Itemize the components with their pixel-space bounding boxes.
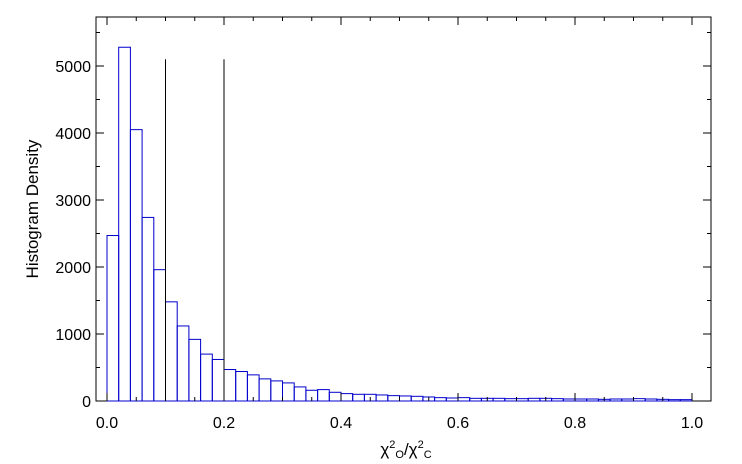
y-tick-label: 3000	[55, 193, 91, 210]
x-tick-label: 0.2	[213, 415, 235, 432]
histogram-bar	[340, 393, 354, 402]
histogram-bar	[328, 391, 342, 402]
histogram-bar	[375, 394, 389, 402]
histogram-bar	[399, 395, 412, 402]
x-tick-labels: 0.0 0.2 0.4 0.6 0.8 1.0	[96, 415, 703, 432]
x-tick-label: 0.8	[564, 415, 586, 432]
histogram-bar	[679, 399, 693, 402]
histogram-bar	[118, 46, 131, 402]
histogram-bar	[492, 397, 506, 402]
x-label-sup-1: 2	[389, 439, 395, 451]
histogram-bar	[200, 353, 213, 402]
y-tick-label: 1000	[55, 327, 91, 344]
plot-frame	[95, 16, 712, 402]
histogram-bar	[211, 358, 225, 402]
histogram-bar	[504, 398, 517, 402]
x-label-chi-1: χ	[380, 440, 389, 459]
histogram-bar	[574, 398, 588, 402]
bars	[106, 46, 693, 402]
histogram-bar	[516, 398, 529, 402]
y-tick-label: 0	[82, 394, 91, 411]
histogram-bar	[153, 269, 167, 402]
histogram-bar	[410, 395, 424, 402]
histogram-bar	[527, 397, 541, 402]
histogram-bar	[387, 395, 400, 402]
histogram-bar	[317, 389, 330, 402]
x-tick-label: 0.6	[447, 415, 469, 432]
histogram-bar	[165, 301, 178, 402]
histogram-bar	[609, 398, 623, 402]
histogram-bar	[551, 398, 564, 402]
histogram-bar	[352, 393, 365, 402]
histogram-bar	[445, 397, 459, 402]
histogram-bar	[668, 399, 681, 402]
x-label-sub-2: C	[424, 449, 432, 461]
histogram-bar	[270, 380, 283, 402]
histogram-bar	[293, 386, 307, 402]
histogram-bar	[633, 398, 646, 402]
histogram-bar	[434, 397, 447, 402]
histogram-bar	[235, 371, 248, 402]
y-tick-label: 2000	[55, 260, 91, 277]
histogram-bar	[469, 397, 482, 402]
x-tick-label: 0.4	[330, 415, 352, 432]
histogram-bar	[258, 378, 272, 402]
y-tick-labels: 0 1000 2000 3000 4000 5000	[55, 59, 91, 411]
reference-lines	[165, 59, 225, 401]
x-tick-label: 0.0	[96, 415, 118, 432]
histogram-bar	[223, 369, 237, 402]
histogram-bar	[562, 398, 576, 402]
y-axis-label: Histogram Density	[23, 139, 42, 278]
histogram-bar	[106, 235, 120, 402]
x-axis-label: χ2O/χ2C	[380, 439, 431, 461]
histogram-bar	[176, 325, 190, 402]
x-label-sub-1: O	[395, 449, 404, 461]
x-tick-label: 1.0	[681, 415, 703, 432]
axis-ticks	[96, 17, 711, 402]
histogram-bar	[282, 382, 295, 402]
histogram-bar	[457, 397, 471, 402]
histogram-bar	[644, 398, 658, 402]
histogram-bar	[141, 216, 155, 402]
histogram-bar	[586, 398, 599, 402]
histogram-bar	[621, 398, 634, 402]
histogram-bar	[188, 338, 202, 402]
x-label-slash-chi: /χ	[404, 440, 418, 459]
y-tick-label: 5000	[55, 59, 91, 76]
y-tick-label: 4000	[55, 126, 91, 143]
x-label-sup-2: 2	[418, 439, 424, 451]
histogram-bar	[129, 129, 143, 402]
